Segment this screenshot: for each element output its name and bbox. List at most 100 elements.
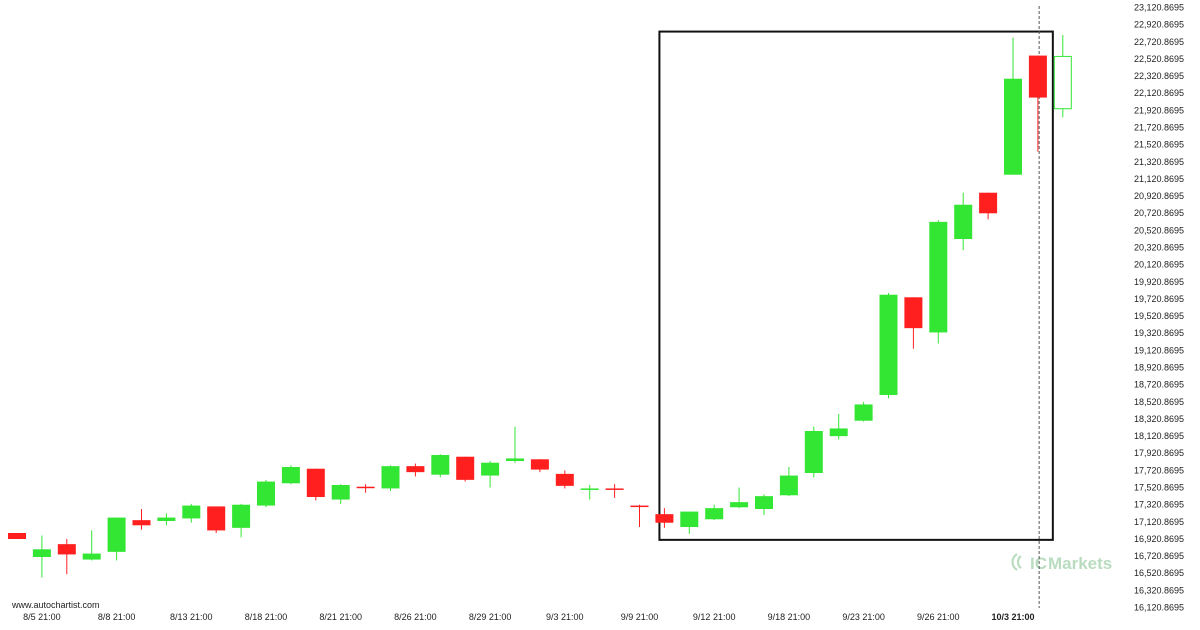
candle (555, 470, 574, 489)
candle (1028, 55, 1047, 152)
candle (381, 465, 400, 492)
candle-body (979, 192, 998, 214)
candle (829, 413, 848, 440)
candle (506, 426, 524, 463)
candle-body (730, 502, 749, 508)
candle-body (854, 404, 873, 421)
y-tick-label: 22,320.8695 (1134, 71, 1184, 81)
candle (232, 503, 251, 538)
candle-body (506, 458, 524, 462)
y-tick-label: 21,320.8695 (1134, 157, 1184, 167)
y-tick-label: 17,120.8695 (1134, 517, 1184, 527)
candle-body (331, 485, 350, 500)
candle-body (8, 533, 26, 540)
candle (630, 504, 649, 528)
candle (879, 293, 898, 399)
candle-body (257, 481, 275, 506)
y-tick-label: 16,120.8695 (1134, 603, 1184, 613)
candle (530, 459, 549, 473)
x-tick-label: 8/8 21:00 (98, 612, 136, 622)
candle (281, 465, 300, 485)
candle (306, 468, 325, 501)
candle-body (207, 506, 226, 531)
candle-body (755, 496, 773, 510)
y-tick-label: 18,920.8695 (1134, 363, 1184, 373)
candle (655, 508, 674, 528)
candle-body (32, 549, 51, 558)
y-tick-label: 19,920.8695 (1134, 277, 1184, 287)
candle (207, 506, 226, 534)
candle-body (580, 488, 599, 490)
candle-body (232, 504, 251, 528)
y-tick-label: 16,720.8695 (1134, 551, 1184, 561)
candle (331, 484, 350, 504)
candles (8, 35, 1072, 578)
candle-body (929, 221, 948, 333)
candle-body (182, 505, 201, 519)
brand-watermark: IC Markets (1011, 553, 1112, 573)
candle (481, 461, 500, 488)
candle (32, 535, 51, 578)
candle-body (829, 428, 848, 437)
candle (406, 463, 425, 477)
y-tick-label: 17,720.8695 (1134, 465, 1184, 475)
candle-body (306, 468, 325, 498)
y-tick-label: 22,120.8695 (1134, 88, 1184, 98)
candle (257, 479, 275, 508)
y-tick-label: 21,920.8695 (1134, 105, 1184, 115)
y-tick-label: 19,320.8695 (1134, 328, 1184, 338)
y-tick-label: 21,520.8695 (1134, 140, 1184, 150)
candle (132, 509, 151, 530)
y-tick-label: 20,320.8695 (1134, 243, 1184, 253)
candle-body (904, 297, 923, 329)
icmarkets-logo-icon (1011, 553, 1022, 571)
candle (356, 484, 375, 493)
candle-body (1053, 55, 1072, 110)
candle-body (82, 553, 101, 560)
candle (580, 485, 599, 500)
y-tick-label: 16,920.8695 (1134, 534, 1184, 544)
candle (182, 503, 201, 523)
candle (954, 192, 973, 251)
y-tick-label: 19,720.8695 (1134, 294, 1184, 304)
candle-body (954, 204, 973, 240)
y-tick-label: 21,720.8695 (1134, 123, 1184, 133)
candle (904, 297, 923, 349)
y-tick-label: 20,120.8695 (1134, 260, 1184, 270)
x-tick-label: 9/23 21:00 (842, 612, 885, 622)
x-tick-label: 9/26 21:00 (917, 612, 960, 622)
candle (929, 220, 948, 344)
y-tick-label: 22,920.8695 (1134, 20, 1184, 30)
x-tick-label: 8/29 21:00 (469, 612, 512, 622)
candle (1004, 37, 1022, 175)
candle-body (431, 455, 450, 475)
candle-body (107, 517, 126, 552)
candle-body (530, 459, 549, 470)
x-tick-label: 9/9 21:00 (621, 612, 659, 622)
y-tick-label: 19,520.8695 (1134, 311, 1184, 321)
candle-body (630, 505, 649, 508)
pattern-box (658, 6, 1054, 608)
y-tick-label: 22,720.8695 (1134, 37, 1184, 47)
y-axis: 23,120.8695 22,920.8695 22,720.8695 22,520.… (1134, 3, 1184, 613)
candle-body (157, 517, 176, 522)
candle (456, 456, 475, 482)
x-axis: 8/5 21:00 8/8 21:00 8/13 21:00 8/18 21:00 8/… (23, 612, 1034, 622)
y-tick-label: 17,920.8695 (1134, 448, 1184, 458)
candle (157, 513, 176, 526)
candle (779, 467, 798, 497)
candle-body (57, 544, 76, 555)
candle-body (281, 467, 300, 484)
candle-body (132, 520, 151, 526)
x-tick-label: 9/3 21:00 (546, 612, 584, 622)
y-tick-label: 18,520.8695 (1134, 397, 1184, 407)
brand-prefix: IC (1030, 554, 1047, 573)
candle-body (655, 514, 674, 523)
candle-body (1028, 55, 1047, 98)
x-tick-label: 8/5 21:00 (23, 612, 61, 622)
candle-body (879, 294, 898, 396)
candle (1053, 35, 1072, 118)
candle-body (555, 473, 574, 486)
